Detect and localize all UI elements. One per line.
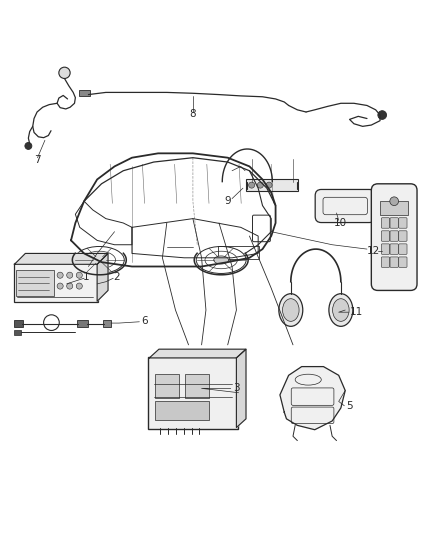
FancyBboxPatch shape bbox=[315, 189, 375, 223]
FancyBboxPatch shape bbox=[155, 375, 179, 398]
Circle shape bbox=[378, 111, 387, 119]
FancyBboxPatch shape bbox=[399, 244, 407, 254]
Text: 8: 8 bbox=[190, 109, 196, 119]
FancyBboxPatch shape bbox=[390, 244, 398, 254]
FancyBboxPatch shape bbox=[381, 244, 390, 254]
Text: 2: 2 bbox=[113, 272, 120, 282]
Ellipse shape bbox=[214, 256, 229, 264]
Circle shape bbox=[390, 197, 399, 206]
FancyBboxPatch shape bbox=[247, 179, 298, 191]
FancyBboxPatch shape bbox=[381, 201, 408, 215]
Text: 9: 9 bbox=[224, 196, 231, 206]
Ellipse shape bbox=[279, 294, 303, 326]
Text: 12: 12 bbox=[367, 246, 380, 256]
FancyBboxPatch shape bbox=[399, 257, 407, 268]
FancyBboxPatch shape bbox=[14, 263, 98, 302]
Text: 10: 10 bbox=[334, 218, 347, 228]
Polygon shape bbox=[149, 349, 246, 358]
FancyBboxPatch shape bbox=[381, 218, 390, 228]
Circle shape bbox=[67, 272, 73, 278]
Text: 3: 3 bbox=[233, 383, 240, 393]
FancyBboxPatch shape bbox=[185, 375, 209, 398]
Circle shape bbox=[57, 283, 63, 289]
Polygon shape bbox=[14, 254, 108, 264]
FancyBboxPatch shape bbox=[77, 320, 88, 327]
FancyBboxPatch shape bbox=[390, 257, 398, 268]
FancyBboxPatch shape bbox=[16, 270, 54, 296]
Polygon shape bbox=[280, 367, 345, 430]
FancyBboxPatch shape bbox=[399, 218, 407, 228]
Circle shape bbox=[76, 272, 82, 278]
Circle shape bbox=[25, 142, 32, 149]
FancyBboxPatch shape bbox=[148, 357, 238, 429]
FancyBboxPatch shape bbox=[14, 329, 21, 335]
Polygon shape bbox=[97, 254, 108, 301]
Polygon shape bbox=[237, 349, 246, 427]
FancyBboxPatch shape bbox=[371, 184, 417, 290]
Text: 6: 6 bbox=[142, 316, 148, 326]
Text: 7: 7 bbox=[34, 155, 41, 165]
Circle shape bbox=[76, 283, 82, 289]
Text: 1: 1 bbox=[83, 272, 89, 282]
FancyBboxPatch shape bbox=[399, 231, 407, 241]
FancyBboxPatch shape bbox=[390, 231, 398, 241]
Ellipse shape bbox=[332, 298, 349, 321]
FancyBboxPatch shape bbox=[155, 400, 209, 419]
Ellipse shape bbox=[283, 298, 299, 321]
FancyBboxPatch shape bbox=[381, 231, 390, 241]
FancyBboxPatch shape bbox=[14, 320, 23, 327]
FancyBboxPatch shape bbox=[79, 90, 90, 96]
Circle shape bbox=[57, 272, 63, 278]
Circle shape bbox=[67, 283, 73, 289]
FancyBboxPatch shape bbox=[103, 320, 111, 327]
Ellipse shape bbox=[92, 256, 107, 264]
FancyBboxPatch shape bbox=[381, 257, 390, 268]
Text: 11: 11 bbox=[350, 307, 363, 317]
Circle shape bbox=[249, 182, 254, 188]
Circle shape bbox=[266, 182, 272, 188]
Ellipse shape bbox=[329, 294, 353, 326]
Circle shape bbox=[59, 67, 70, 78]
FancyBboxPatch shape bbox=[390, 218, 398, 228]
Circle shape bbox=[257, 182, 263, 188]
Text: 5: 5 bbox=[346, 401, 353, 411]
